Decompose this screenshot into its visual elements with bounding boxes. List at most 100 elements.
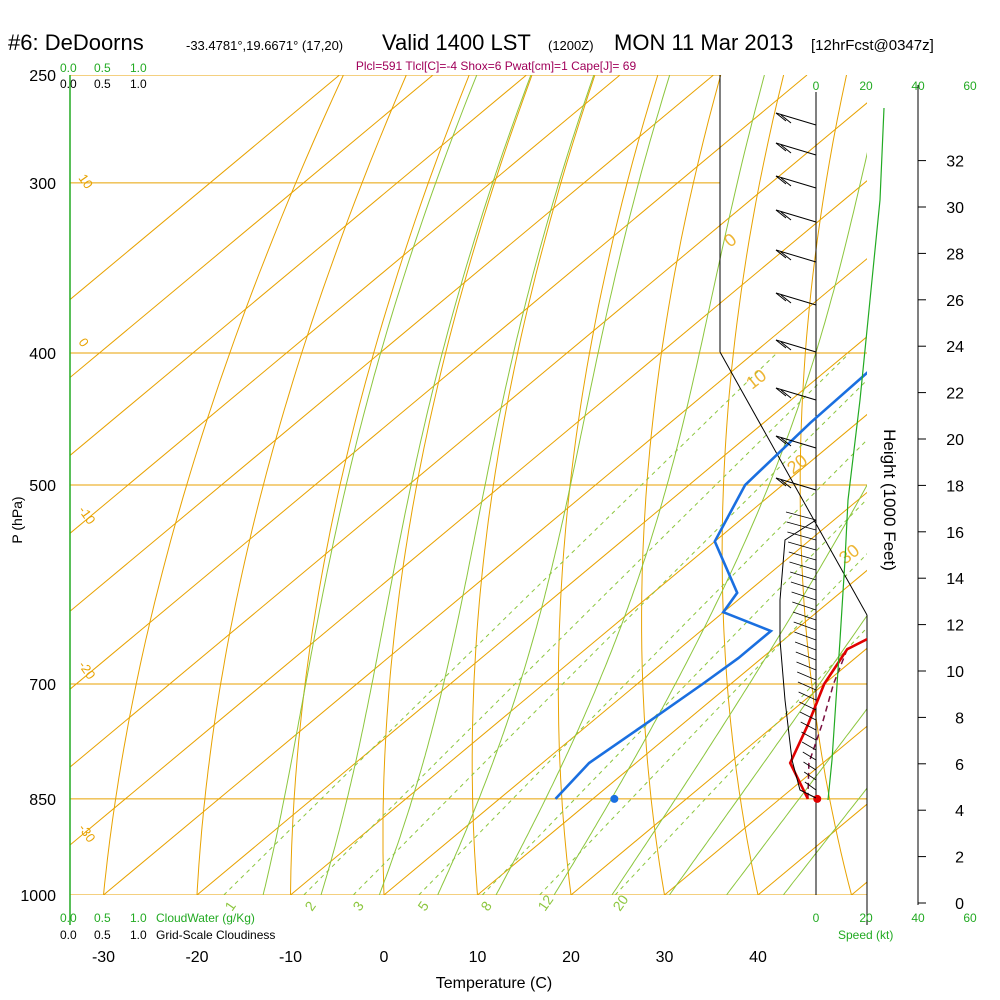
mixing-ratio-line (539, 553, 867, 895)
wind-barb (803, 761, 817, 771)
height-tick-label: 2 (955, 850, 964, 867)
moist-adiabat-line (378, 75, 595, 895)
x-axis-title: Temperature (C) (436, 975, 552, 992)
height-tick-label: 28 (946, 246, 964, 263)
wind-barb-flag (775, 339, 787, 349)
wind-barb-flag (775, 112, 787, 122)
moist-adiabat-line (437, 75, 671, 895)
wind-barbs (775, 107, 885, 801)
valid-date: MON 11 Mar 2013 (614, 30, 793, 55)
height-tick-label: 8 (955, 710, 964, 727)
wind-barb (798, 691, 817, 701)
cloud-tick-bottom-black-0: 0.0 (60, 928, 77, 942)
mixing-ratio-label: 8 (477, 898, 495, 914)
isotherm-line (196, 336, 867, 895)
height-tick-label: 26 (946, 293, 964, 310)
mixing-ratio-line (614, 627, 867, 895)
wind-barb-flag (775, 292, 787, 302)
height-axis-title: Height (1000 Feet) (880, 429, 899, 571)
wind-barb-flag (775, 209, 787, 219)
moist-adiabat-label: 10 (742, 365, 770, 393)
wind-barb (801, 731, 817, 741)
moist-adiabat-label: 30 (835, 540, 863, 568)
moist-adiabat-line (320, 75, 532, 895)
wind-barb-flag (780, 389, 792, 399)
speed-tick-bottom: 20 (859, 911, 873, 925)
cloud-tick-bottom-green-2: 1.0 (130, 911, 147, 925)
cloud-tick-top-green-2: 1.0 (130, 61, 147, 75)
wind-barb (788, 551, 817, 561)
speed-tick-top: 20 (859, 79, 873, 93)
moist-adiabat-label: 20 (783, 450, 811, 478)
moist-adiabat-line (782, 787, 867, 895)
height-tick-label: 4 (955, 803, 964, 820)
wind-barb-flag (780, 294, 792, 304)
speed-tick-top: 60 (963, 79, 977, 93)
wind-speed-curve (827, 107, 885, 801)
wind-barb (775, 477, 817, 491)
isotherm-line (103, 258, 867, 895)
forecast-label: [12hrFcst@0347z] (811, 37, 934, 54)
cloud-tick-top-black-0: 0.0 (60, 77, 77, 91)
wind-barb-flag (780, 437, 792, 447)
station-title: #6: DeDoorns (8, 30, 144, 55)
isotherm-line (70, 75, 621, 534)
isotherm-line (70, 102, 867, 768)
valid-zulu: (1200Z) (548, 38, 594, 53)
dry-adiabat-line (641, 75, 722, 895)
wind-barb (786, 521, 817, 531)
height-tick-label: 18 (946, 478, 964, 495)
wind-barb (775, 339, 817, 353)
height-tick-label: 6 (955, 757, 964, 774)
dry-adiabat-label: 0 (76, 335, 92, 350)
isotherm-line (664, 725, 867, 895)
wind-barb (799, 711, 817, 721)
isotherm-line (70, 180, 867, 846)
x-tick-label: 10 (469, 949, 487, 966)
mixing-ratio-line (223, 352, 778, 895)
height-tick-label: 14 (946, 571, 964, 588)
moist-adiabat-line (725, 707, 867, 895)
wind-barb (797, 681, 817, 691)
height-tick-label: 16 (946, 525, 964, 542)
wind-barb (794, 641, 817, 651)
dry-adiabat-line (557, 75, 659, 895)
wind-barb (775, 112, 817, 126)
dry-adiabat-label: -20 (76, 658, 99, 682)
pressure-tick-label: 400 (29, 346, 56, 363)
dry-adiabat-line (721, 75, 785, 895)
wind-barb (792, 601, 817, 611)
pressure-tick-label: 700 (29, 677, 56, 694)
dry-adiabat-line (799, 75, 853, 895)
dewpoint-profile (554, 371, 867, 800)
wind-barb (801, 741, 817, 751)
speed-axis-title: Speed (kt) (838, 928, 893, 942)
moist-adiabat-line (495, 75, 765, 895)
x-tick-label: -10 (279, 949, 302, 966)
wind-barb-flag (780, 144, 792, 154)
height-tick-label: 12 (946, 618, 964, 635)
valid-time: Valid 1400 LST (382, 30, 531, 55)
wind-barb (790, 571, 817, 581)
cloudiness-label: Grid-Scale Cloudiness (156, 928, 275, 942)
wind-barb (795, 651, 817, 661)
moist-adiabat-line (262, 75, 478, 895)
speed-tick-top: 0 (813, 79, 820, 93)
wind-barb-flag (775, 249, 787, 259)
cloud-tick-top-black-1: 0.5 (94, 77, 111, 91)
isotherm-line (70, 75, 714, 612)
wind-barb-flag (780, 479, 792, 489)
surface-dewpoint-marker (610, 794, 619, 803)
pressure-tick-label: 1000 (20, 888, 56, 905)
dry-adiabat-line (471, 75, 596, 895)
height-tick-label: 24 (946, 339, 964, 356)
isotherm-line (70, 75, 527, 457)
wind-barb-flag (775, 435, 787, 445)
wind-barb-flag (780, 114, 792, 124)
wind-barb-flag (775, 387, 787, 397)
cloud-scale-bottom: 0.0 0.5 1.0 CloudWater (g/Kg) 0.0 0.5 1.… (60, 911, 275, 942)
cloud-tick-bottom-black-2: 1.0 (130, 928, 147, 942)
dry-adiabat-line (196, 75, 407, 895)
wind-barb (787, 531, 817, 541)
wind-barb (800, 721, 817, 731)
